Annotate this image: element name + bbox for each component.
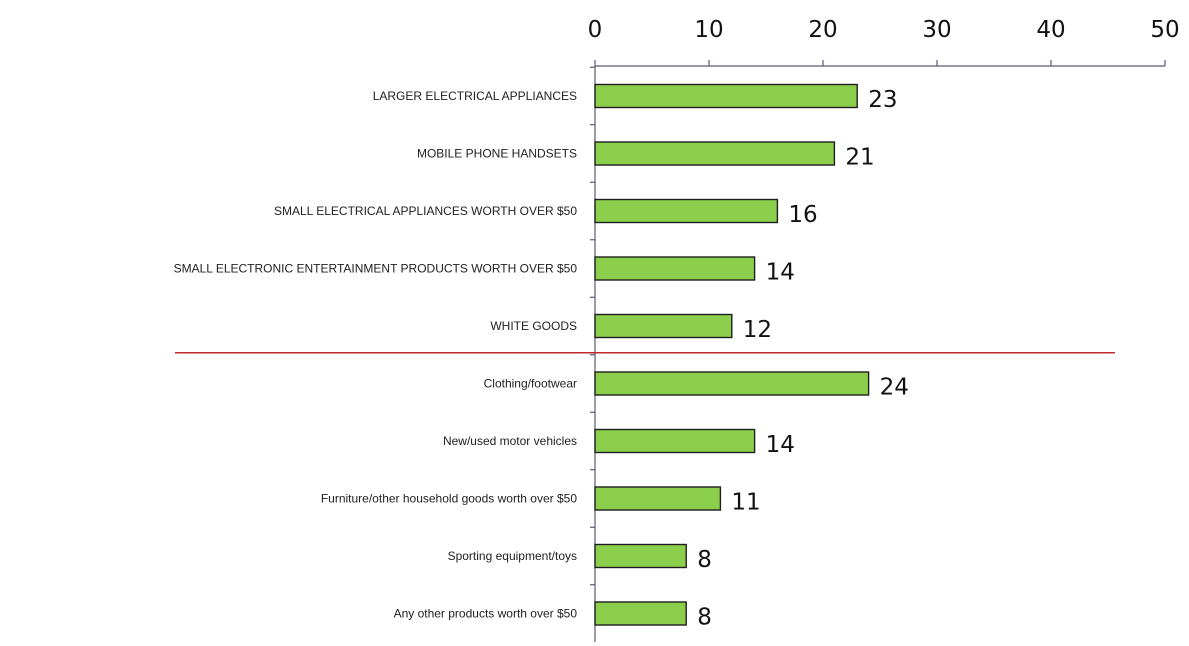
bar — [594, 313, 733, 339]
data-label: 23 — [868, 87, 897, 113]
x-tick-label: 20 — [808, 17, 837, 43]
category-label: SMALL ELECTRONIC ENTERTAINMENT PRODUCTS … — [174, 262, 578, 276]
data-label: 8 — [697, 605, 712, 631]
category-label: SMALL ELECTRICAL APPLIANCES WORTH OVER $… — [274, 204, 577, 218]
category-label: WHITE GOODS — [490, 319, 577, 333]
bar — [594, 428, 756, 454]
data-label: 8 — [697, 547, 712, 573]
category-label: Any other products worth over $50 — [394, 607, 578, 621]
bar — [594, 371, 870, 396]
data-label: 14 — [766, 432, 795, 458]
x-tick-label: 50 — [1150, 17, 1179, 43]
category-label: Furniture/other household goods worth ov… — [321, 492, 577, 506]
category-label: Sporting equipment/toys — [448, 549, 577, 563]
data-label: 14 — [766, 260, 795, 286]
category-label: Clothing/footwear — [484, 377, 577, 391]
labels-layer: 0 10 20 30 40 50 LARGER ELECTRICAL APPLIANCES 2… — [174, 17, 1180, 631]
data-label: 12 — [743, 317, 772, 343]
data-label: 11 — [731, 490, 760, 516]
x-tick-label: 10 — [694, 17, 723, 43]
category-label: New/used motor vehicles — [443, 434, 577, 448]
category-label: LARGER ELECTRICAL APPLIANCES — [373, 89, 577, 103]
data-label: 16 — [788, 202, 817, 228]
bar — [594, 256, 756, 281]
category-label: MOBILE PHONE HANDSETS — [417, 147, 577, 161]
bar — [594, 83, 858, 109]
bar — [594, 198, 779, 224]
x-tick-label: 40 — [1036, 17, 1065, 43]
x-tick-label: 0 — [588, 17, 603, 43]
data-label: 21 — [845, 145, 874, 171]
bar — [594, 486, 722, 511]
bar — [594, 543, 687, 569]
x-tick-label: 30 — [922, 17, 951, 43]
bar — [594, 141, 836, 166]
bar — [594, 601, 687, 626]
bars-layer — [594, 83, 870, 626]
data-label: 24 — [880, 375, 909, 401]
